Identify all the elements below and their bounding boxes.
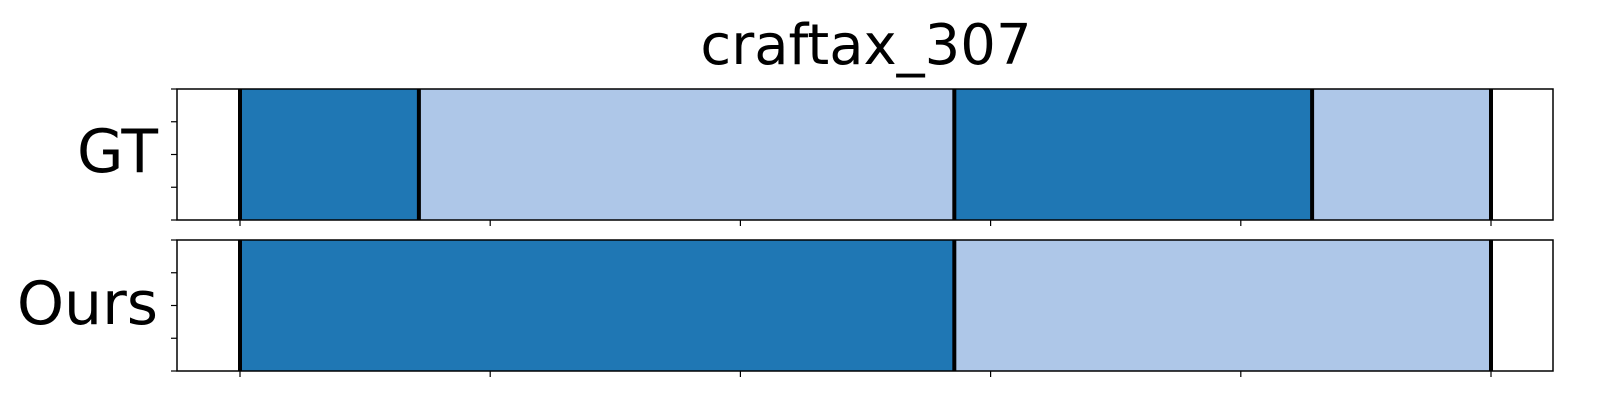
rows-layer: GT Ours xyxy=(17,88,1554,377)
chart-title: craftax_307 xyxy=(700,13,1031,78)
segment-bar xyxy=(954,89,1313,220)
segment-bar xyxy=(418,89,955,220)
segment-bar xyxy=(954,240,1491,371)
row-gt: GT xyxy=(77,88,1554,226)
segment-bar xyxy=(240,89,419,220)
row-label: Ours xyxy=(17,269,158,339)
segment-bar xyxy=(240,240,955,371)
row-label: GT xyxy=(77,117,158,187)
row-ours: Ours xyxy=(17,239,1554,377)
segment-bar xyxy=(1312,89,1491,220)
